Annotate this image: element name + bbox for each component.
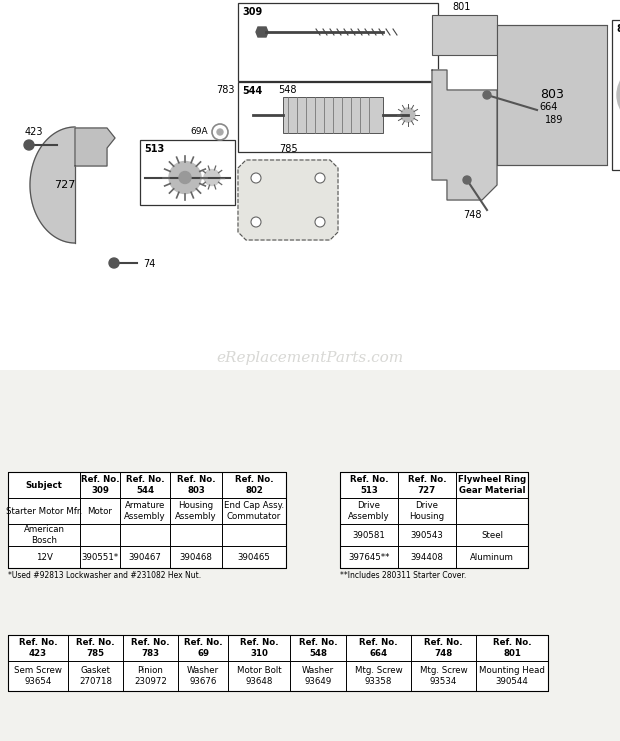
Text: Ref. No.
664: Ref. No. 664 [359,638,398,658]
Polygon shape [30,127,75,243]
Circle shape [109,258,119,268]
Polygon shape [238,160,338,240]
Text: Housing
Assembly: Housing Assembly [175,502,217,521]
Circle shape [169,162,201,193]
Circle shape [251,217,261,227]
Circle shape [617,65,620,125]
Text: 394408: 394408 [410,553,443,562]
Bar [283,97,383,133]
Text: Mounting Head
390544: Mounting Head 390544 [479,666,545,685]
Text: Washer
93676: Washer 93676 [187,666,219,685]
Text: Mtg. Screw
93534: Mtg. Screw 93534 [420,666,467,685]
Text: Ref. No.
785: Ref. No. 785 [76,638,115,658]
Bar [140,140,235,205]
Text: Ref. No.
802: Ref. No. 802 [235,475,273,495]
Text: 803: 803 [540,88,564,102]
Text: 664: 664 [539,102,557,112]
Text: Ref. No.
513: Ref. No. 513 [350,475,388,495]
Text: 801: 801 [452,2,471,12]
Text: 783: 783 [216,85,235,95]
Text: Mtg. Screw
93358: Mtg. Screw 93358 [355,666,402,685]
Circle shape [217,129,223,135]
Text: Gasket
270718: Gasket 270718 [79,666,112,685]
Text: 12V: 12V [35,553,53,562]
Text: 310: 310 [319,0,337,1]
Text: Ref. No.
310: Ref. No. 310 [240,638,278,658]
Polygon shape [432,70,497,200]
Text: 390551*: 390551* [81,553,118,562]
Circle shape [204,170,220,185]
Text: Ref. No.
803: Ref. No. 803 [177,475,215,495]
Bar [340,472,528,568]
Circle shape [315,217,325,227]
Text: 390467: 390467 [128,553,161,562]
Text: Ref. No.
801: Ref. No. 801 [493,638,531,658]
Bar [0,0,620,370]
Text: 390543: 390543 [410,531,443,539]
Text: End Cap Assy.
Commutator: End Cap Assy. Commutator [224,502,284,521]
Text: 544: 544 [242,86,262,96]
Circle shape [483,91,491,99]
Circle shape [315,173,325,183]
Text: Steel: Steel [481,531,503,539]
Text: Ref. No.
727: Ref. No. 727 [408,475,446,495]
Text: 548: 548 [278,85,296,95]
Text: 390468: 390468 [180,553,213,562]
Text: 309: 309 [242,7,262,17]
Text: **Includes 280311 Starter Cover.: **Includes 280311 Starter Cover. [340,571,466,580]
Bar [612,20,620,170]
Text: Ref. No.
423: Ref. No. 423 [19,638,57,658]
Text: 74: 74 [143,259,156,269]
Text: Drive
Housing: Drive Housing [409,502,445,521]
Bar [238,3,438,81]
Text: 390581: 390581 [353,531,386,539]
Text: Ref. No.
544: Ref. No. 544 [126,475,164,495]
Text: eReplacementParts.com: eReplacementParts.com [216,351,404,365]
Text: Sem Screw
93654: Sem Screw 93654 [14,666,62,685]
Circle shape [24,140,34,150]
Text: Drive
Assembly: Drive Assembly [348,502,390,521]
Text: Ref. No.
548: Ref. No. 548 [299,638,337,658]
Text: 802: 802 [616,24,620,34]
Text: 748: 748 [463,210,481,220]
Text: 513: 513 [144,144,164,154]
Bar [497,25,607,165]
Text: 785: 785 [278,144,298,154]
Text: Washer
93649: Washer 93649 [302,666,334,685]
Text: 727: 727 [55,180,76,190]
Text: 423: 423 [25,127,43,137]
Bar [8,635,548,691]
Text: American
Bosch: American Bosch [24,525,64,545]
Bar [0,370,620,741]
Circle shape [251,173,261,183]
Text: *Used #92813 Lockwasher and #231082 Hex Nut.: *Used #92813 Lockwasher and #231082 Hex … [8,571,201,580]
Polygon shape [256,27,268,37]
Text: Motor Bolt
93648: Motor Bolt 93648 [237,666,281,685]
Circle shape [463,176,471,184]
Polygon shape [75,128,115,166]
Text: Ref. No.
309: Ref. No. 309 [81,475,119,495]
Text: 397645**: 397645** [348,553,390,562]
Bar [238,82,438,152]
Text: Motor: Motor [87,507,112,516]
Text: Subject: Subject [25,480,63,490]
Text: 69A: 69A [190,127,208,136]
Text: Ref. No.
783: Ref. No. 783 [131,638,170,658]
Bar [8,472,286,568]
Circle shape [401,108,415,122]
Bar [432,15,497,55]
Circle shape [179,171,191,184]
Text: 189: 189 [545,115,564,125]
Text: Ref. No.
748: Ref. No. 748 [424,638,463,658]
Text: Aluminum: Aluminum [470,553,514,562]
Text: Starter Motor Mfr.: Starter Motor Mfr. [6,507,82,516]
Text: Ref. No.
69: Ref. No. 69 [184,638,223,658]
Text: Pinion
230972: Pinion 230972 [134,666,167,685]
Text: Armature
Assembly: Armature Assembly [124,502,166,521]
Text: Flywheel Ring
Gear Material: Flywheel Ring Gear Material [458,475,526,495]
Text: 390465: 390465 [237,553,270,562]
